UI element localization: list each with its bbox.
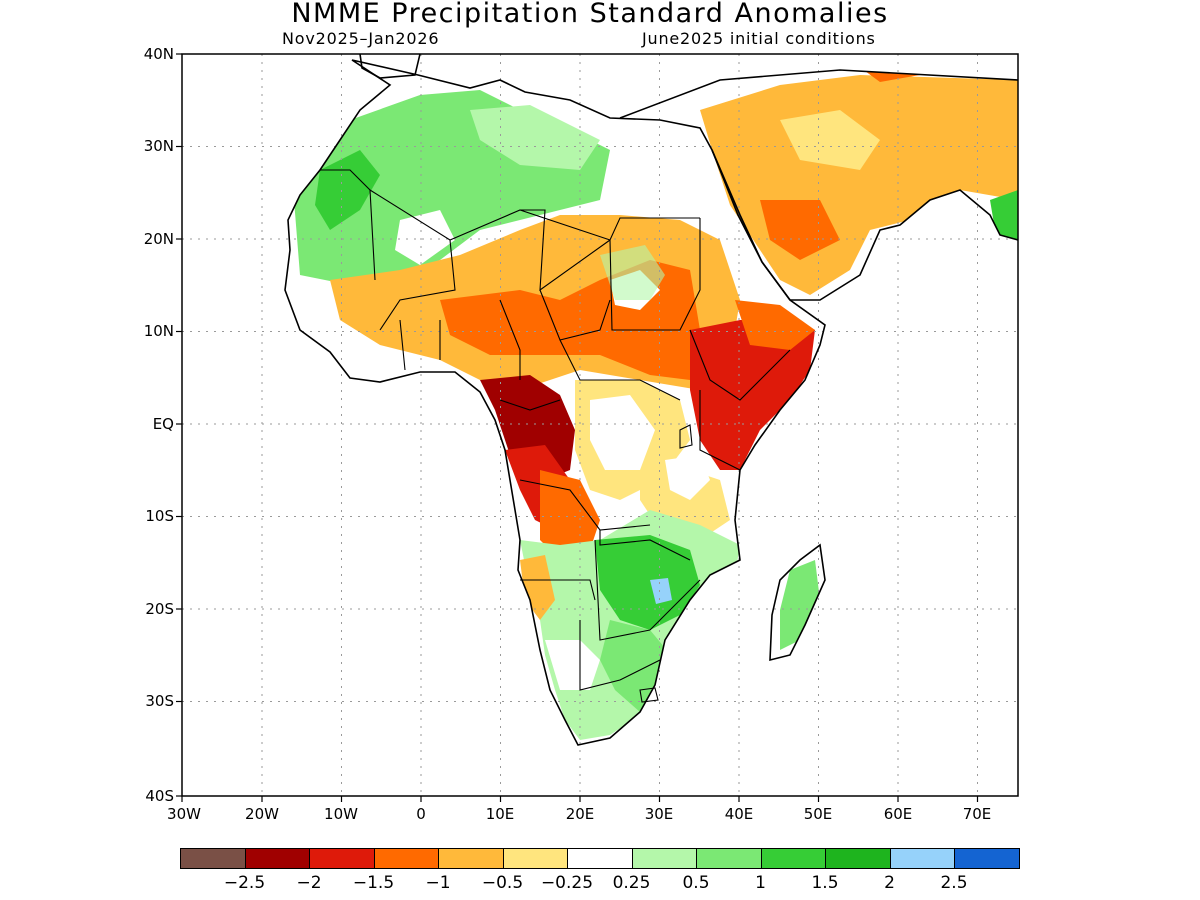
lon-label: 30E	[644, 805, 674, 823]
coastlines	[284, 54, 1018, 746]
lon-label: 30W	[167, 805, 201, 823]
lat-label: 20N	[143, 230, 174, 248]
colorbar-label: −0.25	[540, 873, 594, 893]
initial-conditions-label: June2025 initial conditions	[642, 29, 876, 48]
lon-label: 60E	[883, 805, 913, 823]
colorbar-swatch	[502, 848, 568, 869]
colorbar-swatch	[760, 848, 826, 869]
lat-label: 10N	[143, 322, 174, 340]
colorbar-swatch	[438, 848, 504, 869]
lat-label: 40N	[143, 45, 174, 63]
colorbar-label: −2	[296, 873, 322, 893]
map-frame	[181, 53, 1019, 797]
lat-label: 30N	[143, 137, 174, 155]
colorbar-label: −1	[425, 873, 451, 893]
colorbar-swatch	[180, 848, 246, 869]
country-borders	[320, 169, 791, 703]
lon-label: 50E	[803, 805, 833, 823]
lon-label: 20W	[245, 805, 279, 823]
colorbar-swatch	[631, 848, 697, 869]
colorbar-swatch	[954, 848, 1020, 869]
colorbar-swatch	[244, 848, 310, 869]
colorbar-swatch	[567, 848, 633, 869]
lon-label: 40E	[724, 805, 754, 823]
colorbar-swatch	[825, 848, 891, 869]
colorbar-label: −2.5	[223, 873, 266, 893]
colorbar-label: −0.5	[481, 873, 524, 893]
colorbar-label: 1.5	[811, 873, 839, 893]
colorbar-swatch	[309, 848, 375, 869]
graticule	[182, 54, 1018, 796]
colorbar-label: 2	[884, 873, 895, 893]
colorbar-label: −1.5	[352, 873, 395, 893]
lat-label: EQ	[152, 415, 174, 433]
lon-label: 70E	[962, 805, 992, 823]
lon-label: 10W	[324, 805, 358, 823]
colorbar-swatch	[696, 848, 762, 869]
lon-label: 20E	[565, 805, 595, 823]
lon-label: 10E	[485, 805, 515, 823]
period-label: Nov2025–Jan2026	[282, 29, 440, 48]
map-title: NMME Precipitation Standard Anomalies	[291, 0, 889, 29]
lat-label: 20S	[145, 600, 174, 618]
lat-label: 40S	[145, 787, 174, 805]
axis-ticks	[176, 53, 979, 802]
lon-label: 0	[416, 805, 426, 823]
colorbar-swatch	[889, 848, 955, 869]
colorbar-label: 0.25	[612, 873, 651, 893]
lat-label: 10S	[145, 507, 174, 525]
anomaly-field	[285, 54, 1018, 745]
colorbar-label: 1	[755, 873, 766, 893]
colorbar-label: 0.5	[682, 873, 710, 893]
colorbar-swatch	[373, 848, 439, 869]
colorbar-label: 2.5	[940, 873, 968, 893]
lat-label: 30S	[145, 692, 174, 710]
